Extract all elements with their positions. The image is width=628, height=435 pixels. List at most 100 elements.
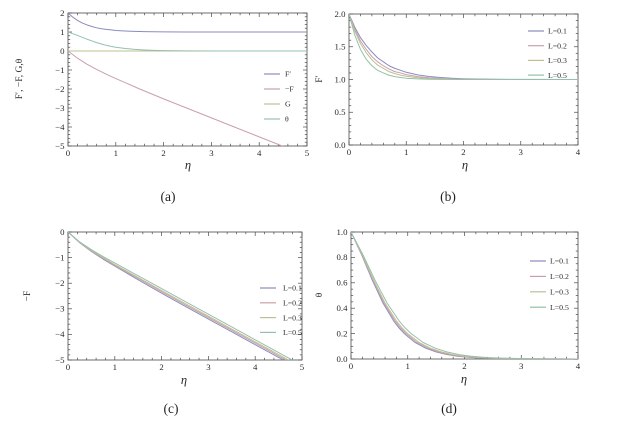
svg-text:1: 1 [404, 147, 408, 157]
legend-label: L=0.3 [283, 313, 302, 322]
y-axis-label: −F [23, 291, 33, 302]
legend: L=0.1 L=0.2 L=0.3 L=0.5 [260, 284, 302, 337]
svg-text:−5: −5 [55, 141, 65, 151]
svg-text:3: 3 [519, 147, 524, 157]
svg-text:−1: −1 [55, 252, 64, 262]
caption-a: (a) [160, 189, 176, 204]
legend-label: L=0.5 [550, 303, 569, 312]
legend-label: L=0.5 [548, 71, 567, 80]
svg-text:1: 1 [406, 361, 410, 371]
svg-text:3: 3 [519, 361, 524, 371]
svg-text:0.4: 0.4 [337, 303, 349, 313]
x-axis-label: η [185, 158, 191, 172]
svg-text:0: 0 [347, 147, 352, 157]
axis-ticks [67, 231, 303, 361]
legend-label: F′ [285, 70, 291, 79]
subplot-b: 0 1 2 3 4 0.0 0.5 1.0 1.5 2.0 L=0.1 L=0.2 L=0.3 L=0.5… [314, 0, 628, 218]
svg-text:2: 2 [159, 362, 163, 372]
svg-text:2.0: 2.0 [335, 9, 347, 19]
svg-text:3: 3 [206, 362, 211, 372]
svg-text:1: 1 [113, 362, 117, 372]
svg-text:4: 4 [257, 148, 262, 158]
series-line-L=0.3 [351, 232, 578, 359]
series-group [68, 13, 307, 146]
legend-label: L=0.2 [548, 41, 567, 50]
svg-text:−2: −2 [55, 84, 64, 94]
series-line-L=0.5 [349, 14, 578, 80]
legend: L=0.1 L=0.2 L=0.3 L=0.5 [528, 27, 567, 80]
svg-text:−1: −1 [55, 65, 64, 75]
svg-text:0: 0 [66, 362, 71, 372]
legend-label: −F [285, 85, 294, 94]
plot-frame [67, 231, 303, 361]
series-line-L=0.1 [351, 232, 578, 359]
series-group [351, 232, 578, 359]
y-axis-label: F′, −F, G,θ [15, 58, 25, 99]
legend-label: L=0.3 [548, 56, 567, 65]
legend-label: G [285, 100, 291, 109]
legend-label: L=0.1 [548, 27, 567, 36]
svg-text:−5: −5 [55, 355, 65, 365]
caption-c: (c) [163, 401, 179, 416]
legend-label: L=0.1 [283, 284, 302, 293]
subplot-d: 0 1 2 3 4 0.0 0.2 0.4 0.6 0.8 1.0 L=0.1 L=0.2 L=0.3 L=… [314, 217, 628, 435]
y-axis-label: F′ [315, 75, 325, 82]
series-line-F′ [68, 13, 307, 33]
svg-text:3: 3 [209, 148, 214, 158]
svg-text:2: 2 [462, 361, 466, 371]
series-line-L=0.5 [351, 232, 578, 359]
series-line-L=0.2 [351, 232, 578, 359]
svg-text:0: 0 [349, 361, 354, 371]
tick-labels: 0 1 2 3 4 0.0 0.2 0.4 0.6 0.8 1.0 [337, 227, 581, 371]
svg-text:1.0: 1.0 [337, 227, 349, 237]
svg-text:2: 2 [60, 8, 64, 18]
svg-text:0.0: 0.0 [335, 140, 347, 150]
series-line-θ [68, 31, 307, 52]
x-axis-label: η [181, 373, 187, 387]
plot-frame [67, 12, 308, 147]
tick-labels: 0 1 2 3 4 5 −5 −4 −3 −2 −1 0 1 2 [55, 8, 310, 158]
legend-label: L=0.3 [550, 288, 569, 297]
svg-text:0.6: 0.6 [337, 278, 349, 288]
svg-text:1.0: 1.0 [335, 74, 347, 84]
chart-a: 0 1 2 3 4 5 −5 −4 −3 −2 −1 0 1 2 F′ −F Gθ η F′, −F, G,θ [15, 8, 310, 172]
svg-text:0.0: 0.0 [337, 354, 349, 364]
svg-text:5: 5 [300, 362, 305, 372]
series-line-L=0.5 [68, 232, 294, 360]
legend: F′ −F Gθ [264, 70, 294, 124]
svg-text:−2: −2 [55, 278, 64, 288]
x-axis-label: η [461, 372, 467, 386]
svg-text:4: 4 [576, 147, 581, 157]
svg-text:0: 0 [66, 148, 71, 158]
svg-text:0.8: 0.8 [337, 252, 349, 262]
svg-text:0: 0 [60, 227, 65, 237]
svg-text:4: 4 [253, 362, 258, 372]
svg-text:−3: −3 [55, 304, 65, 314]
tick-labels: 0 1 2 3 4 5 −5 −4 −3 −2 −1 0 [55, 227, 305, 372]
x-axis-label: η [462, 158, 468, 172]
svg-text:0.2: 0.2 [337, 328, 348, 338]
chart-c: 0 1 2 3 4 5 −5 −4 −3 −2 −1 0 L=0.1 L=0.2 L=0.3 L=0.5 η −F [23, 227, 305, 387]
y-axis-label: θ [315, 292, 325, 297]
svg-text:0: 0 [60, 46, 65, 56]
svg-text:2: 2 [461, 147, 465, 157]
legend-label: L=0.2 [283, 299, 302, 308]
svg-text:0.5: 0.5 [335, 107, 347, 117]
svg-text:−4: −4 [55, 329, 65, 339]
svg-text:−3: −3 [55, 103, 65, 113]
series-group [349, 14, 578, 80]
legend: L=0.1 L=0.2 L=0.3 L=0.5 [530, 257, 569, 312]
series-group [68, 232, 294, 360]
legend-label: L=0.2 [550, 272, 569, 281]
svg-text:2: 2 [161, 148, 165, 158]
series-line-L=0.1 [349, 14, 578, 80]
axis-ticks [67, 12, 308, 147]
svg-text:5: 5 [305, 148, 310, 158]
legend-label: L=0.1 [550, 257, 569, 266]
chart-d: 0 1 2 3 40.00.20.40.60.81.0L=0.1L=0.2L=0.3L=… [315, 227, 581, 386]
svg-text:1: 1 [60, 27, 64, 37]
legend-label: θ [285, 115, 289, 124]
caption-b: (b) [440, 189, 456, 204]
